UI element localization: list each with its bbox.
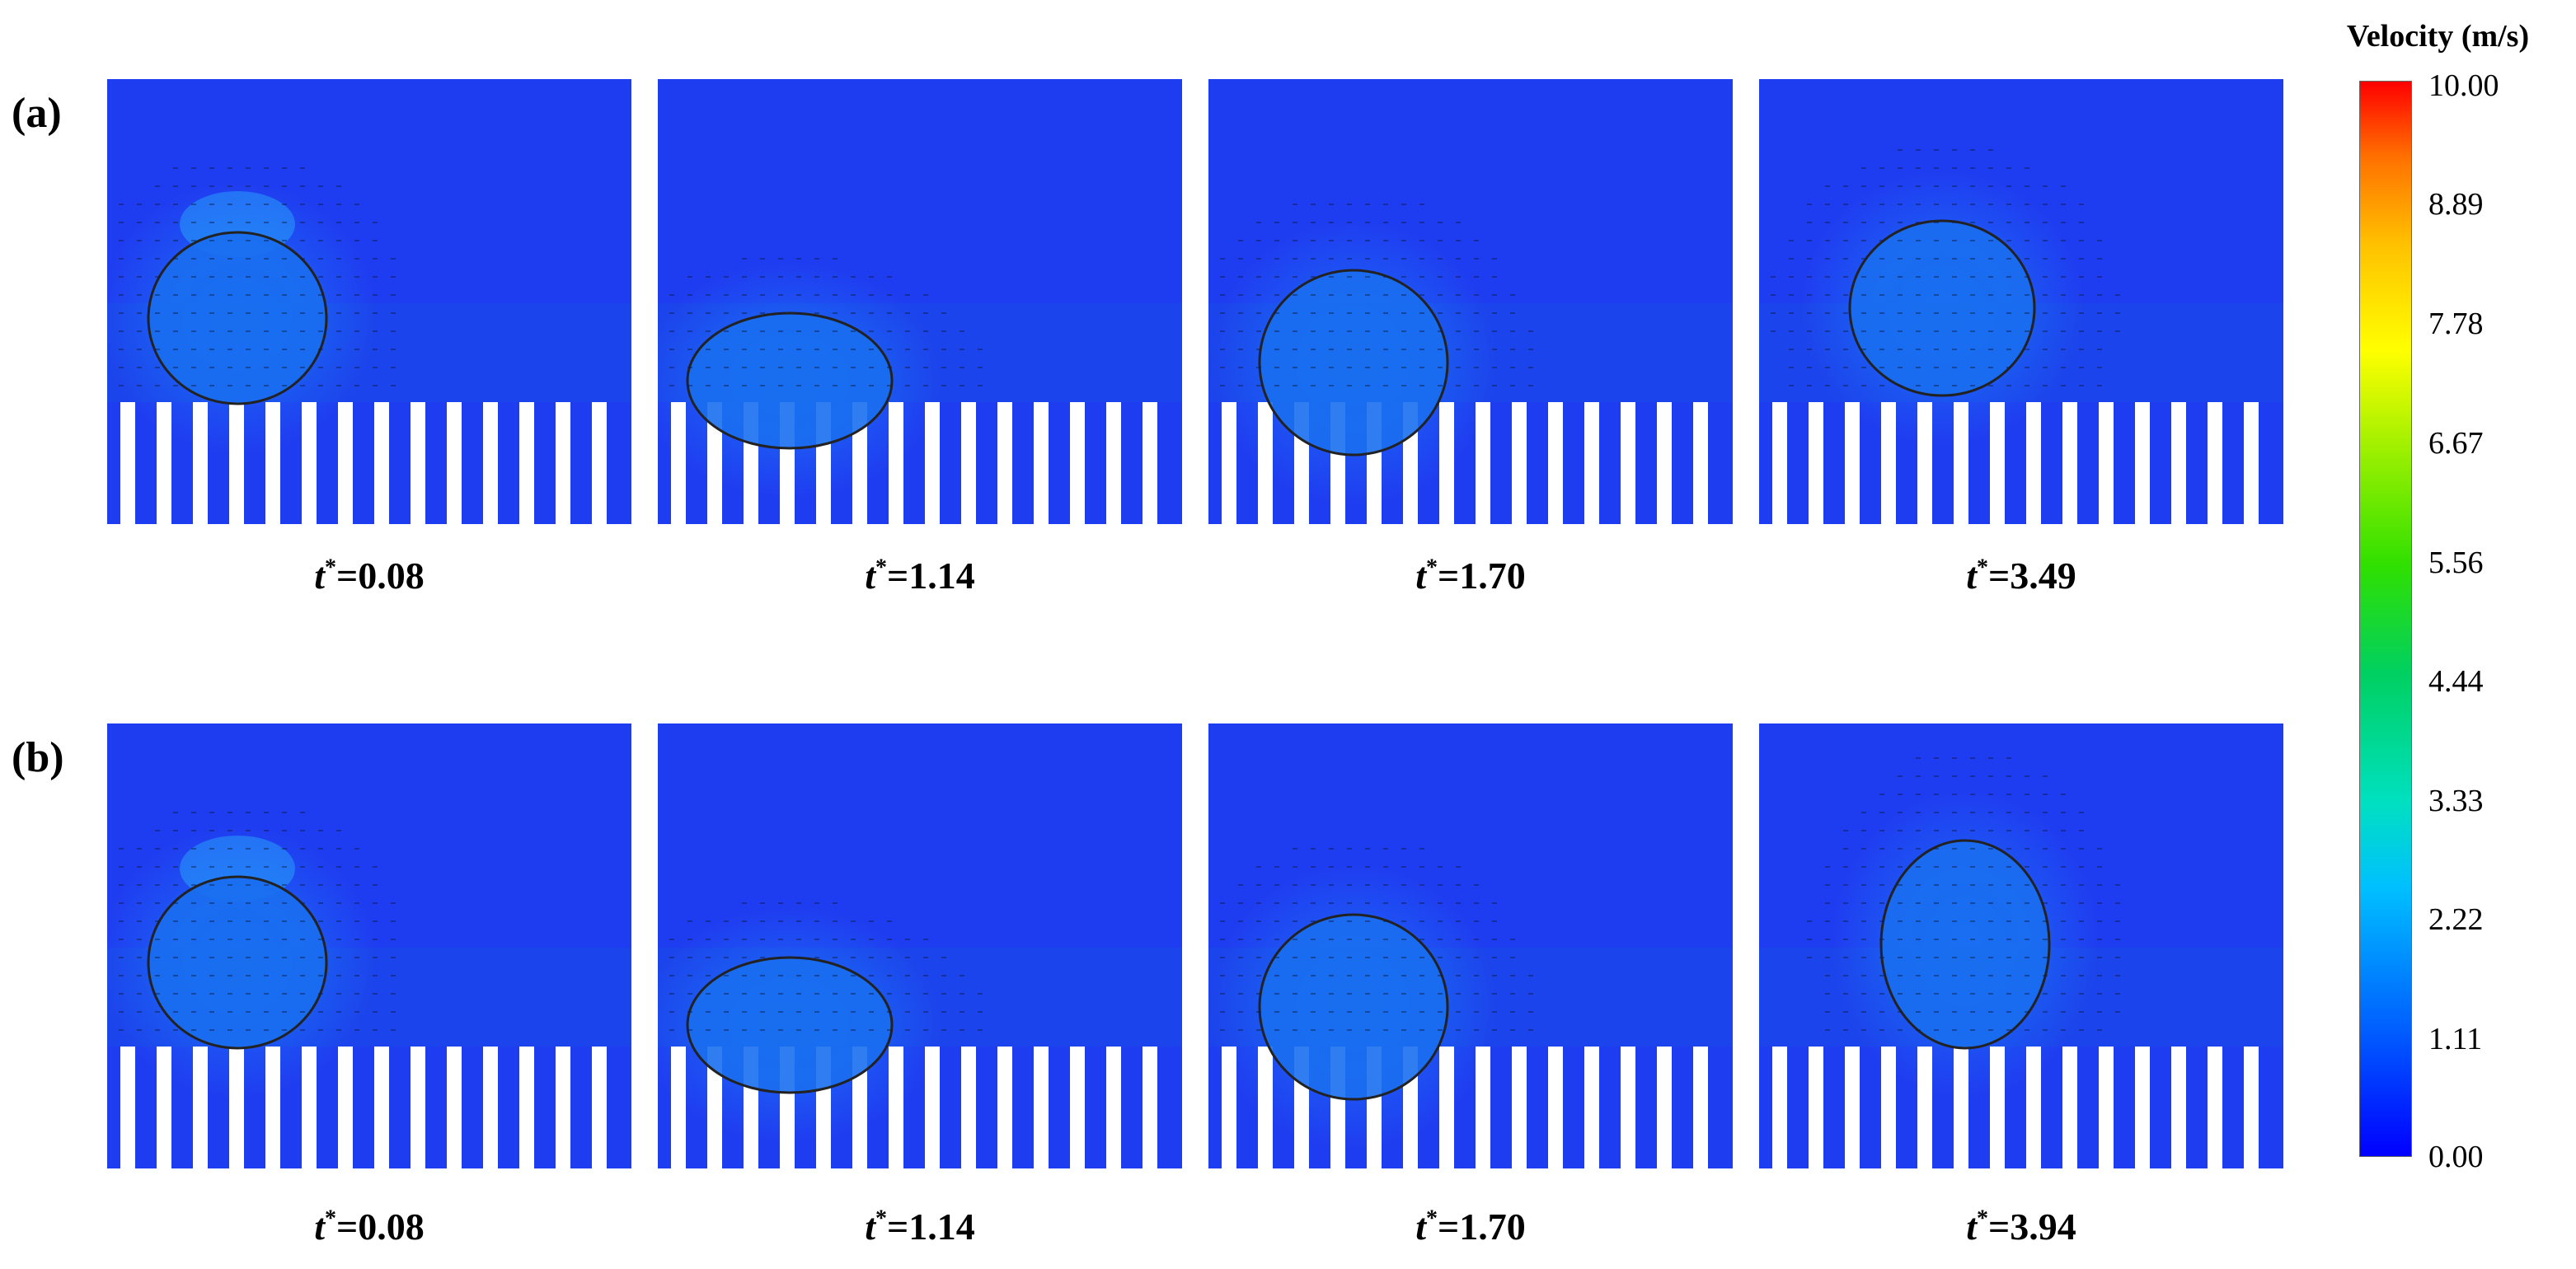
colorbar-tick: 8.89 [2428,187,2484,222]
simulation-field [658,723,1182,1168]
time-label-a-1: t*=0.08 [314,555,425,597]
panel-a-1 [107,79,631,524]
colorbar-tick: 7.78 [2428,307,2484,341]
droplet-interface [147,231,328,405]
droplet-body [687,958,892,1093]
droplet-interface [686,956,894,1094]
time-label-a-2: t*=1.14 [865,555,975,597]
droplet-interface [147,875,328,1050]
droplet-interface [1258,269,1449,457]
panel-a-4 [1759,79,2283,524]
droplet-interface [1258,913,1449,1101]
panel-b-3 [1208,723,1733,1168]
time-label-b-2: t*=1.14 [865,1206,975,1248]
time-label-b-3: t*=1.70 [1415,1206,1526,1248]
droplet-body [148,232,326,404]
panel-a-2 [658,79,1182,524]
colorbar-tick: 6.67 [2428,426,2484,461]
droplet-interface [1879,839,2051,1050]
panel-b-4 [1759,723,2283,1168]
colorbar-title: Velocity (m/s) [2346,19,2530,54]
panel-b-1 [107,723,631,1168]
droplet-body [1850,221,2034,396]
colorbar [2359,81,2412,1157]
droplet-interface [686,311,894,450]
colorbar-tick: 5.56 [2428,546,2484,580]
row-label-b: (b) [12,734,64,781]
row-label-a: (a) [12,90,62,137]
simulation-field [107,723,631,1168]
simulation-field [1759,79,2283,524]
droplet-body [1881,841,2049,1048]
colorbar-tick: 10.00 [2428,68,2499,103]
time-label-b-1: t*=0.08 [314,1206,425,1248]
droplet-body [148,877,326,1048]
time-label-a-4: t*=3.49 [1966,555,2076,597]
droplet-interface [1848,219,2036,397]
simulation-field [1208,723,1733,1168]
colorbar-tick: 1.11 [2428,1022,2483,1056]
droplet-body [1260,915,1448,1099]
simulation-field [1759,723,2283,1168]
colorbar-tick: 0.00 [2428,1140,2484,1174]
simulation-field [107,79,631,524]
colorbar-tick: 4.44 [2428,664,2484,699]
droplet-body [1260,270,1448,455]
time-label-b-4: t*=3.94 [1966,1206,2076,1248]
panel-a-3 [1208,79,1733,524]
time-label-a-3: t*=1.70 [1415,555,1526,597]
panel-b-2 [658,723,1182,1168]
simulation-field [1208,79,1733,524]
droplet-body [687,313,892,448]
colorbar-tick: 3.33 [2428,784,2484,818]
simulation-field [658,79,1182,524]
colorbar-tick: 2.22 [2428,902,2484,937]
